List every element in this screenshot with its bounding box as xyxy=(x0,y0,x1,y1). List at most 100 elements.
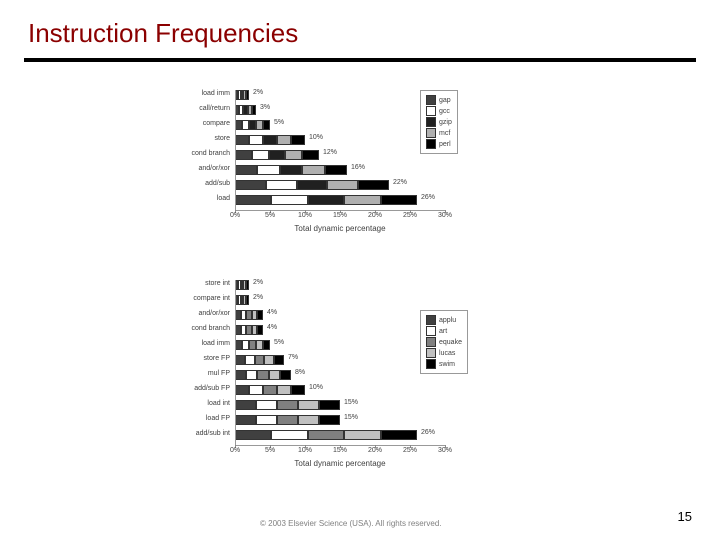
legend-label: gcc xyxy=(439,108,450,115)
bar-segment xyxy=(257,310,263,320)
bar-segment xyxy=(277,415,298,425)
bar-segment xyxy=(249,340,256,350)
bar-segment xyxy=(235,195,271,205)
legend-item: lucas xyxy=(426,348,462,358)
legend-item: applu xyxy=(426,315,462,325)
row-label: load FP xyxy=(170,415,230,422)
bar-segment xyxy=(245,355,255,365)
bar-segment xyxy=(235,355,245,365)
axis-tick: 15% xyxy=(330,212,350,219)
bar-row: add/sub FP 10% xyxy=(170,385,500,397)
bar-value-label: 10% xyxy=(309,384,323,391)
legend-item: gzip xyxy=(426,117,452,127)
bar-segment xyxy=(277,385,291,395)
bar-segment xyxy=(235,385,249,395)
y-axis-line xyxy=(235,280,236,445)
bar-segment xyxy=(235,120,242,130)
bar-segment xyxy=(255,355,265,365)
legend-label: swim xyxy=(439,361,455,368)
legend-swatch xyxy=(426,337,436,347)
bar-value-label: 3% xyxy=(260,104,270,111)
bar-segment xyxy=(269,150,286,160)
row-label: compare int xyxy=(170,295,230,302)
legend-item: gap xyxy=(426,95,452,105)
bar-segment xyxy=(358,180,389,190)
bar-row: load FP15% xyxy=(170,415,500,427)
bar-segment xyxy=(277,135,291,145)
copyright-text: © 2003 Elsevier Science (USA). All right… xyxy=(260,519,442,528)
bar-value-label: 12% xyxy=(323,149,337,156)
bar-segment xyxy=(246,295,249,305)
bar-segment xyxy=(291,385,305,395)
row-label: mul FP xyxy=(170,370,230,377)
bar-segment xyxy=(235,135,249,145)
bar-segment xyxy=(298,415,319,425)
bar-segment xyxy=(280,370,291,380)
legend-label: gzip xyxy=(439,119,452,126)
bar-row: load int15% xyxy=(170,400,500,412)
bar-segment xyxy=(235,150,252,160)
bar-segment xyxy=(285,150,302,160)
legend-swatch xyxy=(426,95,436,105)
axis-tick: 5% xyxy=(260,447,280,454)
bar-value-label: 10% xyxy=(309,134,323,141)
bar-row: add/sub int26% xyxy=(170,430,500,442)
axis-tick: 25% xyxy=(400,447,420,454)
bar-segment xyxy=(381,195,417,205)
bar-segment xyxy=(264,355,274,365)
bar-value-label: 2% xyxy=(253,89,263,96)
bar-segment xyxy=(235,400,256,410)
bar-segment xyxy=(235,340,242,350)
axis-tick: 10% xyxy=(295,212,315,219)
bar-segment xyxy=(319,400,340,410)
bar-segment xyxy=(327,180,358,190)
row-label: load imm xyxy=(170,90,230,97)
row-label: call/return xyxy=(170,105,230,112)
bar-row: add/sub22% xyxy=(170,180,500,192)
bar-segment xyxy=(263,135,277,145)
legend-swatch xyxy=(426,315,436,325)
axis-tick: 5% xyxy=(260,212,280,219)
bar-segment xyxy=(257,370,268,380)
bar-row: and/or/xor16% xyxy=(170,165,500,177)
bar-segment xyxy=(381,430,417,440)
bar-segment xyxy=(249,120,256,130)
bar-segment xyxy=(319,415,340,425)
bar-segment xyxy=(263,120,270,130)
bar-value-label: 5% xyxy=(274,339,284,346)
bar-segment xyxy=(302,150,319,160)
row-label: add/sub FP xyxy=(170,385,230,392)
bar-segment xyxy=(256,415,277,425)
bar-segment xyxy=(269,370,280,380)
legend-swatch xyxy=(426,359,436,369)
bar-segment xyxy=(235,165,257,175)
legend-swatch xyxy=(426,128,436,138)
bar-row: store int2% xyxy=(170,280,500,292)
fp-benchmark-chart: store int2%compare int2%and/or/xor4%cond… xyxy=(170,280,500,445)
bar-segment xyxy=(242,120,249,130)
bar-segment xyxy=(235,430,271,440)
bar-value-label: 15% xyxy=(344,399,358,406)
bar-segment xyxy=(256,120,263,130)
slide-title: Instruction Frequencies xyxy=(28,18,298,49)
legend-label: mcf xyxy=(439,130,450,137)
bar-segment xyxy=(297,180,328,190)
legend-label: applu xyxy=(439,317,456,324)
axis-tick: 10% xyxy=(295,447,315,454)
bar-segment xyxy=(263,385,277,395)
bar-segment xyxy=(344,195,380,205)
axis-tick: 0% xyxy=(225,447,245,454)
legend-label: perl xyxy=(439,141,451,148)
row-label: compare xyxy=(170,120,230,127)
row-label: cond branch xyxy=(170,150,230,157)
bar-segment xyxy=(308,195,344,205)
row-label: store FP xyxy=(170,355,230,362)
bar-segment xyxy=(246,280,249,290)
bar-value-label: 2% xyxy=(253,294,263,301)
x-axis-label: Total dynamic percentage xyxy=(235,459,445,468)
bar-segment xyxy=(302,165,324,175)
legend-label: lucas xyxy=(439,350,455,357)
legend-item: art xyxy=(426,326,462,336)
row-label: load xyxy=(170,195,230,202)
bar-value-label: 2% xyxy=(253,279,263,286)
